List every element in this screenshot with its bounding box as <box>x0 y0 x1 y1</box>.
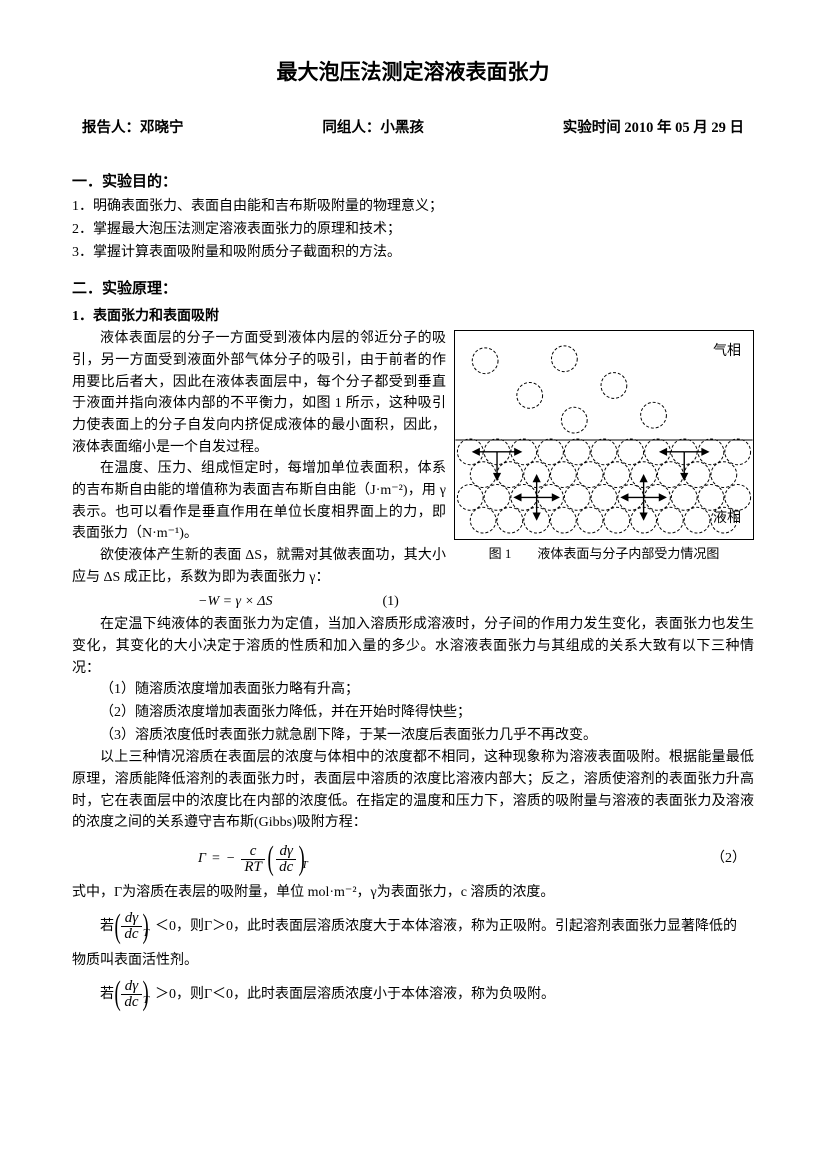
sec2-p6: 式中，Γ为溶质在表层的吸附量，单位 mol·m⁻²，γ为表面张力，c 溶质的浓度… <box>72 882 754 904</box>
sec2-case-3: （3）溶质浓度低时表面张力就急剧下降，于某一浓度后表面张力几乎不再改变。 <box>72 725 754 747</box>
section-1-items: 1．明确表面张力、表面自由能和吉布斯吸附量的物理意义； 2．掌握最大泡压法测定溶… <box>72 196 754 263</box>
section-2-heading: 二．实验原理： <box>72 278 754 301</box>
sec1-item-3: 3．掌握计算表面吸附量和吸附质分子截面积的方法。 <box>72 242 754 264</box>
eq2-dg: dγ <box>277 844 296 859</box>
equation-1-body: −W = γ × ΔS <box>72 591 272 613</box>
pos-dc: dc <box>121 926 141 942</box>
figure-1-box: 气相 液相 <box>454 330 754 540</box>
neg-deriv: ( dγ dc ) T <box>116 977 149 1011</box>
sec2-case-2: （2）随溶质浓度增加表面张力降低，并在开始时降得快些； <box>72 702 754 724</box>
figure-liq-label: 液相 <box>713 508 741 530</box>
sec1-item-1: 1．明确表面张力、表面自由能和吉布斯吸附量的物理意义； <box>72 196 754 218</box>
date-value: 2010 年 05 月 29 日 <box>624 120 744 136</box>
eq2-RT: RT <box>241 859 265 875</box>
page-title: 最大泡压法测定溶液表面张力 <box>72 56 754 89</box>
equation-2-num: （2） <box>711 848 754 870</box>
sec2-case-1: （1）随溶质浓度增加表面张力略有升高； <box>72 679 754 701</box>
figure-gas-label: 气相 <box>713 341 741 363</box>
eq2-gamma: Γ <box>198 848 206 870</box>
figure-1: 气相 液相 <box>454 330 754 564</box>
pos-lead: 若 <box>72 916 114 938</box>
positive-adsorption-row: 若 ( dγ dc ) T ＜0，则Γ＞0，此时表面层溶质浓度大于本体溶液，称为… <box>72 910 754 944</box>
date-label: 实验时间 <box>563 120 621 136</box>
section-2-sub1: 1．表面张力和表面吸附 <box>72 306 754 328</box>
pos-tail: 物质叫表面活性剂。 <box>72 950 754 972</box>
neg-dc: dc <box>121 994 141 1010</box>
negative-adsorption-row: 若 ( dγ dc ) T ＞0，则Γ＜0，此时表面层溶质浓度小于本体溶液，称为… <box>72 977 754 1011</box>
neg-rest: ＞0，则Γ＜0，此时表面层溶质浓度小于本体溶液，称为负吸附。 <box>155 984 555 1006</box>
neg-dg: dγ <box>122 979 141 994</box>
equation-2: Γ = − c RT ( dγ dc ) T （2） <box>72 842 754 876</box>
partner-name: 小黑孩 <box>380 120 424 136</box>
sec2-cases: （1）随溶质浓度增加表面张力略有升高； （2）随溶质浓度增加表面张力降低，并在开… <box>72 679 754 746</box>
eq2-equals: = <box>212 848 220 870</box>
sec2-p4: 在定温下纯液体的表面张力为定值，当加入溶质形成溶液时，分子间的作用力发生变化，表… <box>72 614 754 679</box>
eq2-dc: dc <box>276 859 296 875</box>
eq2-minus: − <box>226 848 235 870</box>
pos-rest: ＜0，则Γ＞0，此时表面层溶质浓度大于本体溶液，称为正吸附。引起溶剂表面张力显著… <box>155 916 737 938</box>
figure-1-svg <box>455 331 753 539</box>
eq2-rp: ) <box>299 842 305 876</box>
eq2-c: c <box>247 844 260 859</box>
figure-1-caption: 图 1 液体表面与分子内部受力情况图 <box>454 544 754 564</box>
sec2-p5: 以上三种情况溶质在表面层的浓度与体相中的浓度都不相同，这种现象称为溶液表面吸附。… <box>72 747 754 834</box>
reporter: 报告人：邓晓宁 <box>82 117 184 139</box>
equation-1: −W = γ × ΔS (1) <box>72 591 754 613</box>
reporter-name: 邓晓宁 <box>140 120 184 136</box>
reporter-label: 报告人： <box>82 120 140 136</box>
neg-lead: 若 <box>72 984 114 1006</box>
equation-1-num: (1) <box>382 591 398 613</box>
pos-deriv: ( dγ dc ) T <box>116 910 149 944</box>
partner: 同组人：小黑孩 <box>322 117 424 139</box>
partner-label: 同组人： <box>322 120 380 136</box>
equation-2-body: Γ = − c RT ( dγ dc ) T <box>72 842 308 876</box>
section-1-heading: 一．实验目的： <box>72 171 754 194</box>
pos-dg: dγ <box>122 911 141 926</box>
eq2-lp: ( <box>267 842 273 876</box>
sec1-item-2: 2．掌握最大泡压法测定溶液表面张力的原理和技术； <box>72 219 754 241</box>
eq2-frac-dgdc: dγ dc <box>276 844 296 875</box>
eq2-frac-cRT: c RT <box>241 844 265 875</box>
meta-row: 报告人：邓晓宁 同组人：小黑孩 实验时间 2010 年 05 月 29 日 <box>72 117 754 139</box>
date: 实验时间 2010 年 05 月 29 日 <box>563 117 744 139</box>
